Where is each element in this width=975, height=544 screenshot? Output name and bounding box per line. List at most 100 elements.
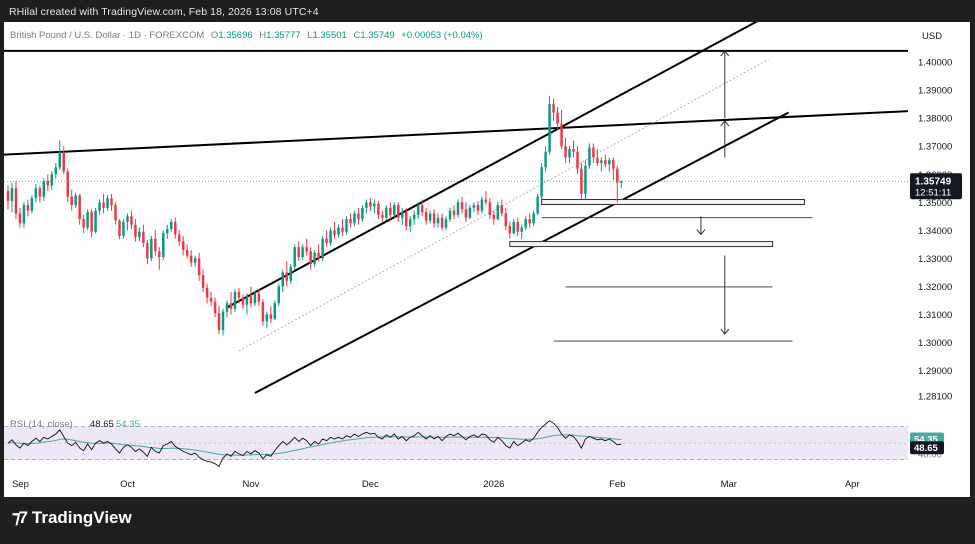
- candle[interactable]: [138, 227, 141, 242]
- candle[interactable]: [6, 185, 10, 210]
- candle[interactable]: [221, 308, 225, 336]
- candle[interactable]: [592, 143, 595, 164]
- candle[interactable]: [468, 205, 472, 220]
- candle[interactable]: [181, 235, 185, 256]
- price-chart[interactable]: RSI (14, close) 48.65 54.3540.0054.3548.65…: [4, 22, 970, 497]
- candle[interactable]: [536, 193, 539, 215]
- candle[interactable]: [277, 283, 281, 307]
- candle[interactable]: [620, 180, 623, 189]
- candle[interactable]: [528, 213, 531, 228]
- candle[interactable]: [154, 230, 157, 256]
- candle[interactable]: [237, 287, 241, 304]
- candle[interactable]: [225, 300, 229, 318]
- candle[interactable]: [229, 292, 233, 315]
- candle[interactable]: [201, 269, 205, 293]
- candle[interactable]: [588, 143, 591, 169]
- candle[interactable]: [604, 154, 607, 168]
- candle[interactable]: [508, 221, 511, 239]
- candle[interactable]: [424, 207, 428, 225]
- candle[interactable]: [177, 230, 181, 246]
- candle[interactable]: [428, 210, 432, 224]
- candle[interactable]: [456, 199, 460, 218]
- candle[interactable]: [158, 247, 161, 270]
- candle[interactable]: [365, 199, 368, 214]
- candle[interactable]: [560, 109, 563, 150]
- candle[interactable]: [50, 171, 54, 190]
- candle[interactable]: [416, 202, 420, 220]
- candle[interactable]: [492, 210, 496, 225]
- candle[interactable]: [556, 106, 559, 130]
- candle[interactable]: [480, 196, 484, 214]
- candle[interactable]: [484, 191, 488, 206]
- candle[interactable]: [357, 207, 360, 225]
- candle[interactable]: [524, 216, 527, 231]
- candle[interactable]: [401, 207, 404, 225]
- candle[interactable]: [404, 207, 408, 231]
- candle[interactable]: [26, 199, 30, 217]
- candle[interactable]: [305, 238, 308, 256]
- candle[interactable]: [596, 149, 599, 166]
- candle[interactable]: [444, 216, 448, 231]
- candle[interactable]: [373, 199, 376, 214]
- candle[interactable]: [54, 163, 58, 179]
- candle[interactable]: [34, 184, 38, 203]
- candle[interactable]: [241, 294, 245, 309]
- candle[interactable]: [273, 300, 277, 321]
- candle[interactable]: [269, 306, 273, 323]
- candle[interactable]: [114, 202, 117, 225]
- chart-area[interactable]: RSI (14, close) 48.65 54.35 40.00 54.35 48.65…: [4, 22, 970, 497]
- candle[interactable]: [293, 244, 296, 270]
- candle[interactable]: [62, 146, 65, 175]
- candle[interactable]: [205, 283, 209, 304]
- candle[interactable]: [544, 146, 547, 172]
- candle[interactable]: [233, 289, 237, 312]
- candle[interactable]: [408, 216, 412, 232]
- candle[interactable]: [532, 210, 535, 227]
- candle[interactable]: [166, 224, 169, 239]
- candle[interactable]: [432, 209, 436, 228]
- candle[interactable]: [337, 224, 340, 238]
- candle[interactable]: [257, 289, 261, 307]
- candle[interactable]: [265, 311, 269, 329]
- candle[interactable]: [253, 290, 257, 307]
- candle[interactable]: [245, 293, 249, 315]
- candle[interactable]: [46, 174, 50, 192]
- candle[interactable]: [584, 160, 587, 200]
- candle[interactable]: [341, 219, 344, 236]
- candle[interactable]: [297, 241, 300, 262]
- tradingview-logo[interactable]: ⁊7 TradingView: [12, 508, 132, 528]
- candle[interactable]: [580, 163, 583, 200]
- candle[interactable]: [301, 244, 304, 260]
- candle[interactable]: [500, 199, 504, 217]
- candle[interactable]: [548, 95, 551, 155]
- candle[interactable]: [460, 196, 464, 214]
- candle[interactable]: [345, 216, 348, 235]
- candle[interactable]: [313, 249, 316, 267]
- candle[interactable]: [150, 235, 153, 262]
- candle[interactable]: [82, 214, 85, 234]
- candle[interactable]: [118, 219, 121, 239]
- candle[interactable]: [285, 261, 288, 287]
- candle[interactable]: [261, 299, 265, 326]
- candle[interactable]: [349, 213, 352, 228]
- candle[interactable]: [170, 219, 173, 232]
- candle[interactable]: [512, 219, 515, 235]
- candle[interactable]: [174, 217, 177, 239]
- candle[interactable]: [146, 240, 149, 264]
- candle[interactable]: [381, 210, 384, 222]
- candle[interactable]: [74, 192, 77, 208]
- candle[interactable]: [385, 205, 388, 221]
- candle[interactable]: [122, 219, 125, 239]
- candle[interactable]: [317, 244, 320, 262]
- candle[interactable]: [516, 217, 519, 236]
- candle[interactable]: [66, 168, 69, 203]
- candle[interactable]: [309, 247, 312, 270]
- candle[interactable]: [369, 198, 372, 211]
- candle[interactable]: [18, 207, 22, 228]
- candle[interactable]: [496, 202, 500, 221]
- candle[interactable]: [321, 235, 324, 262]
- candle[interactable]: [476, 200, 480, 215]
- candle[interactable]: [30, 195, 34, 214]
- candle[interactable]: [361, 205, 364, 222]
- candle[interactable]: [102, 193, 105, 214]
